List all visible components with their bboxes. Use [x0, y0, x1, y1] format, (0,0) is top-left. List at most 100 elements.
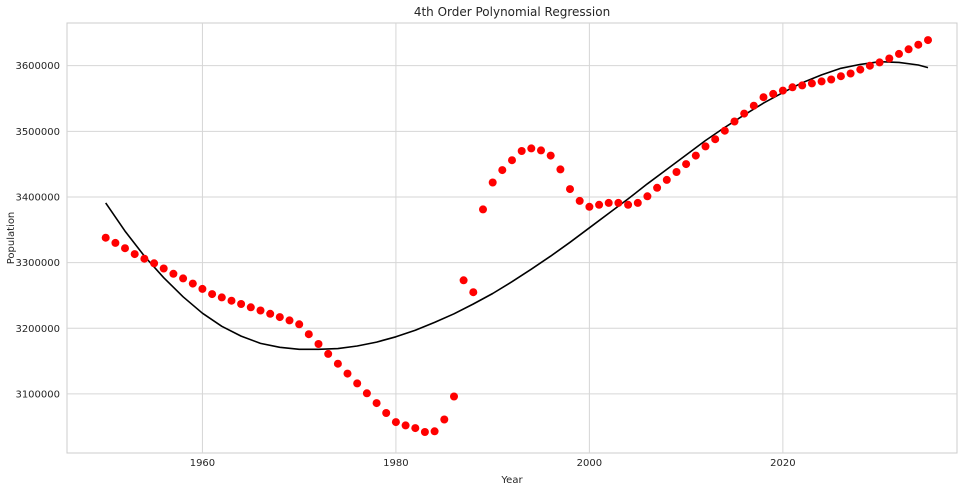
- data-point: [159, 264, 168, 273]
- plot-area: [66, 22, 958, 454]
- grid-lines: [67, 23, 957, 453]
- data-point: [633, 198, 642, 207]
- data-point: [885, 54, 894, 63]
- data-point: [682, 160, 691, 169]
- data-point: [537, 146, 545, 155]
- data-point: [237, 300, 246, 308]
- data-point: [304, 330, 313, 339]
- y-tick-label: 3400000: [15, 192, 60, 203]
- data-point: [711, 135, 720, 144]
- data-point: [778, 86, 787, 95]
- data-point: [585, 202, 594, 211]
- data-point: [856, 65, 865, 74]
- data-point: [285, 316, 294, 325]
- y-tick-label: 3500000: [15, 127, 60, 138]
- y-tick-label: 3600000: [15, 61, 60, 72]
- data-point: [217, 293, 226, 302]
- data-point: [275, 313, 284, 322]
- data-point: [672, 168, 681, 176]
- data-point: [372, 399, 381, 408]
- data-point: [527, 144, 536, 153]
- data-point: [411, 424, 420, 433]
- x-tick-label: 1980: [383, 458, 408, 469]
- y-tick-label: 3300000: [15, 258, 60, 269]
- data-point: [420, 428, 429, 436]
- data-point: [730, 117, 739, 126]
- data-point: [691, 151, 700, 160]
- data-points-layer: [101, 36, 932, 436]
- data-point: [256, 306, 265, 315]
- data-point: [227, 296, 236, 305]
- data-point: [836, 72, 845, 81]
- data-point: [498, 166, 507, 175]
- x-tick-labels: 1960 1980 2000 2020: [190, 458, 796, 469]
- data-point: [614, 198, 623, 207]
- data-point: [208, 290, 217, 299]
- data-point: [701, 142, 710, 151]
- data-point: [391, 418, 400, 427]
- data-point: [595, 200, 604, 209]
- data-point: [846, 69, 855, 78]
- data-point: [450, 392, 458, 401]
- data-point: [914, 40, 923, 49]
- data-point: [401, 421, 410, 430]
- data-point: [817, 77, 826, 86]
- x-tick-label: 2000: [577, 458, 602, 469]
- data-point: [875, 58, 884, 67]
- data-point: [198, 284, 207, 293]
- data-point: [759, 93, 768, 102]
- data-point: [807, 79, 816, 88]
- data-point: [827, 75, 836, 84]
- data-point: [140, 254, 149, 263]
- data-point: [517, 147, 526, 155]
- data-point: [333, 359, 342, 368]
- data-point: [566, 185, 574, 194]
- data-point: [266, 309, 275, 318]
- data-point: [440, 415, 449, 424]
- data-point: [343, 369, 352, 378]
- data-point: [479, 205, 487, 214]
- data-point: [604, 198, 613, 207]
- data-point: [749, 101, 758, 110]
- x-axis-label: Year: [500, 475, 523, 486]
- data-point: [314, 340, 323, 348]
- data-point: [546, 151, 555, 160]
- data-point: [575, 196, 584, 205]
- data-point: [798, 81, 807, 90]
- y-tick-label: 3200000: [15, 324, 60, 335]
- chart-title: 4th Order Polynomial Regression: [414, 5, 610, 19]
- data-point: [895, 49, 903, 58]
- data-point: [362, 389, 371, 398]
- data-point: [121, 244, 129, 253]
- data-point: [430, 427, 439, 436]
- data-point: [556, 165, 565, 174]
- data-point: [508, 156, 516, 165]
- data-point: [924, 36, 932, 45]
- data-point: [101, 233, 110, 242]
- data-point: [295, 320, 304, 329]
- data-point: [130, 250, 139, 259]
- y-tick-labels: 3100000 3200000 3300000 3400000 3500000 36000…: [15, 61, 60, 400]
- data-point: [904, 45, 913, 54]
- data-point: [179, 274, 188, 283]
- data-point: [643, 192, 652, 201]
- data-point: [740, 109, 749, 118]
- data-point: [459, 276, 468, 285]
- x-tick-label: 2020: [770, 458, 795, 469]
- data-point: [324, 349, 333, 358]
- y-axis-label: Population: [6, 212, 17, 265]
- data-point: [720, 126, 729, 135]
- data-point: [865, 61, 874, 70]
- data-point: [624, 200, 633, 209]
- data-point: [662, 175, 671, 184]
- x-tick-label: 1960: [190, 458, 215, 469]
- data-point: [188, 279, 197, 288]
- data-point: [488, 178, 497, 187]
- data-point: [469, 288, 478, 297]
- data-point: [169, 269, 178, 278]
- data-point: [653, 183, 662, 192]
- data-point: [769, 89, 778, 98]
- y-tick-label: 3100000: [15, 389, 60, 400]
